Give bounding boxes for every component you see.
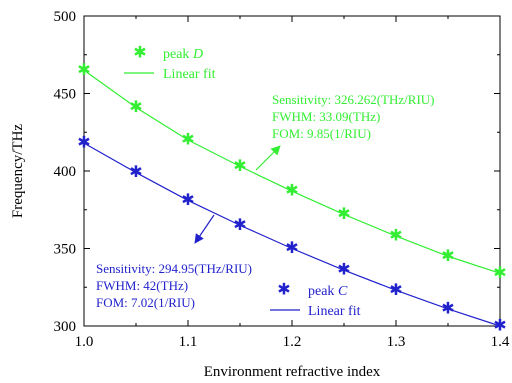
data-point-peak-d: ✱: [337, 204, 350, 223]
x-tick-label: 1.1: [179, 334, 198, 350]
annotation-c-fwhm: FWHM: 42(THz): [96, 278, 188, 293]
x-tick-label: 1.4: [491, 334, 510, 350]
data-point-peak-c: ✱: [285, 238, 298, 257]
x-tick-label: 1.2: [283, 334, 302, 350]
legend-peak-d: ✱ peak D Linear fit: [124, 43, 216, 82]
x-tick-label: 1.3: [387, 334, 406, 350]
data-point-peak-d: ✱: [181, 130, 194, 149]
annotation-d-sensitivity: Sensitivity: 326.262(THz/RIU): [272, 92, 435, 107]
data-point-peak-d: ✱: [129, 97, 142, 116]
y-tick-label: 450: [54, 87, 77, 103]
annotation-c-fom: FOM: 7.02(1/RIU): [96, 295, 195, 310]
y-tick-label: 300: [54, 319, 77, 335]
data-point-peak-d: ✱: [77, 60, 90, 79]
annotation-d-fwhm: FWHM: 33.09(THz): [272, 109, 380, 124]
fit-line-peak-d: [83, 69, 501, 274]
y-tick-label: 500: [54, 9, 77, 25]
data-point-peak-c: ✱: [181, 190, 194, 209]
annotation-peak-c: Sensitivity: 294.95(THz/RIU) FWHM: 42(TH…: [96, 214, 252, 310]
series-layer: ✱ ✱ ✱ ✱ ✱ ✱ ✱ ✱ ✱ ✱ ✱ ✱ ✱ ✱ ✱ ✱ ✱ ✱: [77, 60, 506, 335]
legend-peak-c: ✱ peak C Linear fit: [270, 280, 361, 319]
y-tick-label: 350: [54, 242, 77, 258]
annotation-c-sensitivity: Sensitivity: 294.95(THz/RIU): [96, 261, 252, 276]
data-point-peak-d: ✱: [493, 263, 506, 282]
data-point-peak-c: ✱: [233, 215, 246, 234]
data-point-peak-d: ✱: [285, 181, 298, 200]
data-point-peak-c: ✱: [389, 280, 402, 299]
data-point-peak-d: ✱: [441, 246, 454, 265]
legend-peak-d-label: peak D: [163, 47, 203, 62]
axis-tick-labels: 1.0 1.1 1.2 1.3 1.4 300 350 400 450 500: [54, 9, 510, 350]
axis-ticks: [83, 15, 501, 327]
data-point-peak-c: ✱: [337, 260, 350, 279]
data-point-peak-c: ✱: [493, 316, 506, 335]
data-point-peak-d: ✱: [233, 156, 246, 175]
y-tick-label: 400: [54, 164, 77, 180]
annotation-peak-d: Sensitivity: 326.262(THz/RIU) FWHM: 33.0…: [255, 92, 435, 171]
x-tick-label: 1.0: [75, 334, 94, 350]
data-point-peak-c: ✱: [441, 298, 454, 317]
y-axis-label: Frequency/THz: [10, 124, 26, 218]
x-axis-label: Environment refractive index: [204, 364, 381, 380]
legend-linear-fit-d-label: Linear fit: [163, 67, 216, 82]
data-point-peak-c: ✱: [77, 133, 90, 152]
fit-line-peak-c: [83, 142, 501, 327]
data-point-peak-c: ✱: [129, 162, 142, 181]
legend-peak-c-label: peak C: [308, 284, 348, 299]
legend-peak-c-marker: ✱: [277, 280, 290, 299]
annotation-c-arrow: [194, 214, 215, 244]
legend-linear-fit-c-label: Linear fit: [308, 304, 361, 319]
annotation-d-arrow: [255, 145, 281, 171]
data-point-peak-d: ✱: [389, 226, 402, 245]
annotation-d-fom: FOM: 9.85(1/RIU): [272, 126, 371, 141]
legend-peak-d-marker: ✱: [133, 43, 146, 62]
